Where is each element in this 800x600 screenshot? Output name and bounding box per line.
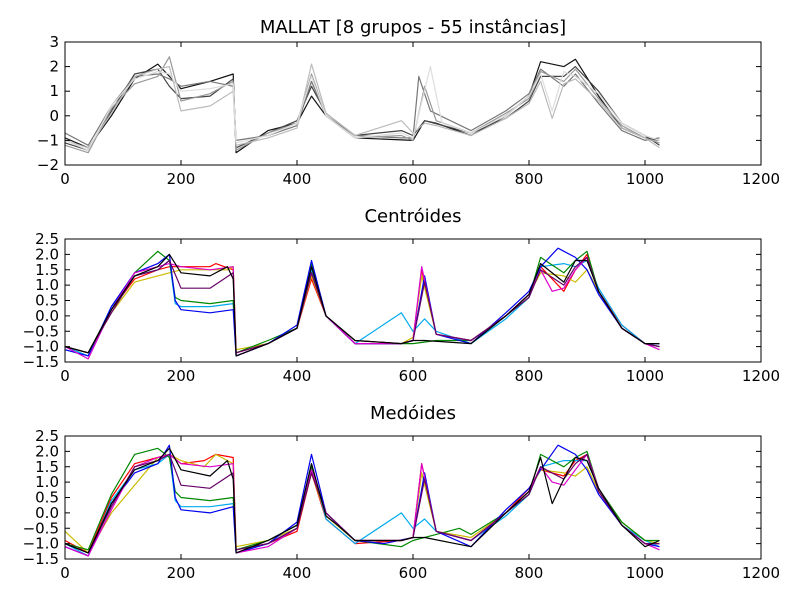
x-tick-label: 400 — [283, 170, 312, 188]
plot-frame — [64, 41, 762, 166]
y-tick-label: 2.0 — [35, 442, 59, 460]
series-line-6 — [65, 256, 660, 360]
y-tick-label: 1 — [49, 82, 59, 100]
y-tick-label: 1.5 — [35, 458, 59, 476]
y-tick-label: −1.0 — [23, 338, 59, 356]
y-tick-label: −2 — [37, 156, 59, 174]
series-line-6 — [65, 66, 660, 151]
y-tick-label: 0.5 — [35, 489, 59, 507]
x-tick-label: 1000 — [626, 367, 664, 385]
x-tick-label: 0 — [60, 564, 70, 582]
y-tick-label: 1.0 — [35, 276, 59, 294]
x-tick-label: 400 — [283, 564, 312, 582]
x-tick-label: 200 — [167, 170, 196, 188]
y-tick-label: 1.5 — [35, 261, 59, 279]
y-tick-label: −1.5 — [23, 550, 59, 568]
x-tick-label: 600 — [399, 170, 428, 188]
y-tick-label: −1 — [37, 131, 59, 149]
y-tick-label: 2 — [49, 58, 59, 76]
x-tick-label: 200 — [167, 564, 196, 582]
series-group — [65, 247, 660, 360]
chart-title: MALLAT [8 grupos - 55 instâncias] — [260, 17, 566, 38]
y-tick-label: 0 — [49, 107, 59, 125]
chart-title: Centróides — [364, 206, 461, 227]
series-line-5 — [65, 63, 660, 149]
x-tick-label: 600 — [399, 564, 428, 582]
chart-title: Medóides — [370, 403, 456, 424]
x-tick-label: 0 — [60, 170, 70, 188]
y-tick-label: 3 — [49, 33, 59, 51]
x-tick-label: 1200 — [742, 564, 780, 582]
centroid-panel: Centróides 0 200 400 600 800 1000 1200 2.52.01.5… — [23, 206, 781, 385]
x-tick-label: 1000 — [626, 564, 664, 582]
series-line-4 — [65, 250, 660, 354]
y-tick-label: −1.0 — [23, 535, 59, 553]
x-tick-label: 600 — [399, 367, 428, 385]
y-tick-label: −1.5 — [23, 353, 59, 371]
x-tick-label: 1200 — [742, 170, 780, 188]
x-tick-label: 400 — [283, 367, 312, 385]
y-tick-label: 0.5 — [35, 292, 59, 310]
y-tick-label: 2.0 — [35, 245, 59, 263]
series-line-2 — [65, 266, 660, 354]
x-tick-label: 800 — [515, 170, 544, 188]
y-tick-label: −0.5 — [23, 519, 59, 537]
x-tick-label: 800 — [515, 367, 544, 385]
y-tick-label: 0.0 — [35, 307, 59, 325]
x-tick-label: 200 — [167, 367, 196, 385]
y-tick-label: 0.0 — [35, 504, 59, 522]
x-tick-label: 800 — [515, 564, 544, 582]
y-tick-label: −0.5 — [23, 322, 59, 340]
series-line-8 — [65, 447, 660, 554]
top-panel: MALLAT [8 grupos - 55 instâncias] 0 200 400… — [37, 17, 780, 188]
y-tick-label: 2.5 — [35, 230, 59, 248]
series-line-8 — [65, 253, 660, 357]
series-group — [65, 444, 660, 557]
series-line-4 — [65, 447, 660, 551]
y-tick-label: 1.0 — [35, 473, 59, 491]
y-tick-label: 2.5 — [35, 427, 59, 445]
series-group — [65, 56, 660, 154]
medoid-panel: Medóides 0 200 400 600 800 1000 1200 2.52.01.51.… — [23, 403, 781, 582]
x-tick-label: 1200 — [742, 367, 780, 385]
series-line-5 — [65, 247, 660, 357]
x-tick-label: 1000 — [626, 170, 664, 188]
x-tick-label: 0 — [60, 367, 70, 385]
